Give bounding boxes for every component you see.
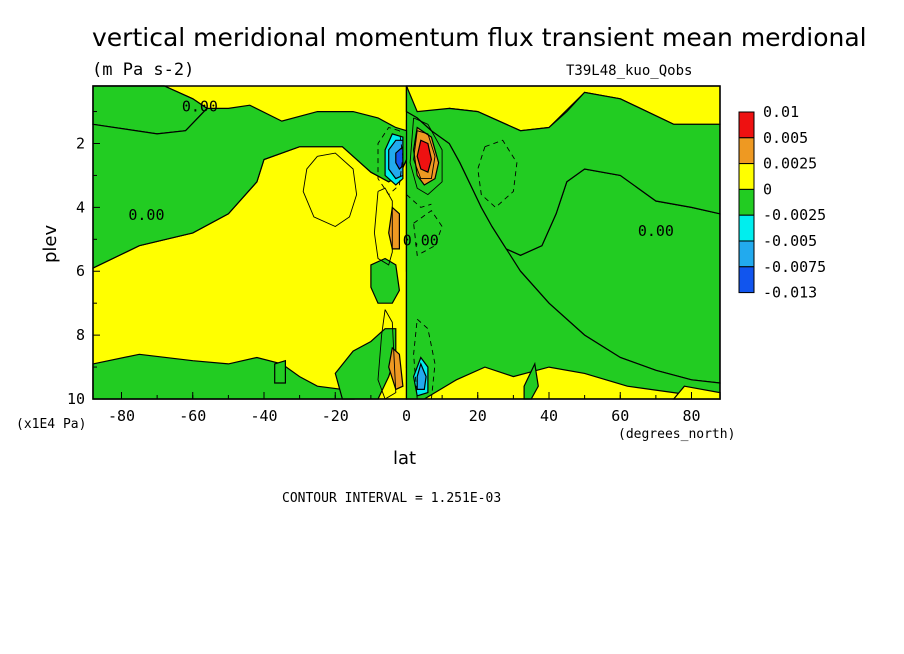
y-tick-label: 4 bbox=[76, 198, 85, 216]
x-tick-label: 80 bbox=[682, 407, 700, 425]
colorbar-swatch bbox=[738, 214, 755, 242]
contour-label-1: 0.00 bbox=[128, 206, 164, 224]
region-green-12 bbox=[370, 257, 401, 304]
region-light_blue-24 bbox=[416, 362, 427, 390]
colorbar-label: -0.005 bbox=[763, 232, 817, 250]
contour-dashed-5 bbox=[377, 126, 404, 196]
colorbar-swatch bbox=[738, 266, 755, 294]
colorbar-label: 0.005 bbox=[763, 129, 808, 147]
y-axis-label: plev bbox=[40, 224, 61, 263]
contour-labels: 0.00 0.00 0.00 0.00 bbox=[128, 98, 674, 250]
contour-label-0: 0.00 bbox=[182, 98, 218, 116]
colorbar: 0.01 0.005 0.0025 0 -0.0025 -0.005 -0.0075 -0.0… bbox=[738, 103, 826, 302]
colorbar-label: 0 bbox=[763, 180, 772, 198]
y-unit-label: (x1E4 Pa) bbox=[16, 417, 86, 432]
contour-label-2: 0.00 bbox=[403, 232, 439, 250]
chart-units: (m Pa s-2) bbox=[92, 60, 194, 80]
colorbar-label: -0.0075 bbox=[763, 258, 826, 276]
y-tick-label: 6 bbox=[76, 262, 85, 280]
contour-dashed-6 bbox=[477, 139, 518, 209]
y-tick-label: 8 bbox=[76, 326, 85, 344]
region-orange-17 bbox=[388, 346, 404, 391]
contour-solid-4 bbox=[413, 130, 436, 180]
chart-title: vertical meridional momentum flux transi… bbox=[92, 23, 867, 52]
region-green-7 bbox=[405, 85, 721, 256]
x-tick-label: 20 bbox=[469, 407, 487, 425]
colorbar-swatch bbox=[738, 111, 755, 139]
contour-dashed-9 bbox=[406, 194, 432, 208]
filled-regions bbox=[92, 85, 721, 400]
region-orange-16 bbox=[388, 206, 400, 250]
contour-solid-3 bbox=[409, 117, 443, 196]
x-tick-label: -80 bbox=[108, 407, 135, 425]
contour-solid-0 bbox=[302, 152, 358, 228]
y-tick-label: 2 bbox=[76, 134, 85, 152]
x-tick-label: 0 bbox=[402, 407, 411, 425]
x-unit-label: (degrees_north) bbox=[618, 427, 735, 442]
x-axis-ticks: -80 -60 -40 -20 0 20 40 60 80 bbox=[108, 392, 701, 425]
x-tick-label: -20 bbox=[322, 407, 349, 425]
x-tick-label: 40 bbox=[540, 407, 558, 425]
x-tick-label: 60 bbox=[611, 407, 629, 425]
colorbar-swatch bbox=[738, 163, 755, 190]
colorbar-label: -0.0025 bbox=[763, 206, 826, 224]
region-blue-22 bbox=[395, 145, 404, 170]
colorbar-swatch bbox=[738, 137, 755, 165]
contour-solid-1 bbox=[373, 187, 393, 266]
y-tick-label: 10 bbox=[67, 390, 85, 408]
colorbar-swatch bbox=[738, 240, 755, 268]
plot-area: 0.00 0.00 0.00 0.00 -80 -60 -40 -20 0 20 40 60 80 2… bbox=[67, 85, 721, 425]
colorbar-swatch bbox=[738, 188, 755, 216]
region-green-14 bbox=[523, 361, 539, 400]
region-green-13 bbox=[274, 359, 286, 384]
region-green-9 bbox=[92, 104, 408, 270]
colorbar-label: 0.01 bbox=[763, 103, 799, 121]
colorbar-label: -0.013 bbox=[763, 284, 817, 302]
y-axis-ticks: 2 4 6 8 10 bbox=[67, 111, 100, 408]
x-tick-label: -40 bbox=[250, 407, 277, 425]
x-tick-label: -60 bbox=[179, 407, 206, 425]
colorbar-label: 0.0025 bbox=[763, 155, 817, 173]
contour-label-3: 0.00 bbox=[638, 222, 674, 240]
contour-dashed-7 bbox=[413, 209, 443, 257]
x-axis-label: lat bbox=[393, 448, 416, 469]
contour-interval: CONTOUR INTERVAL = 1.251E-03 bbox=[282, 491, 501, 506]
case-label: T39L48_kuo_Qobs bbox=[566, 63, 692, 79]
region-red-19 bbox=[416, 139, 433, 174]
